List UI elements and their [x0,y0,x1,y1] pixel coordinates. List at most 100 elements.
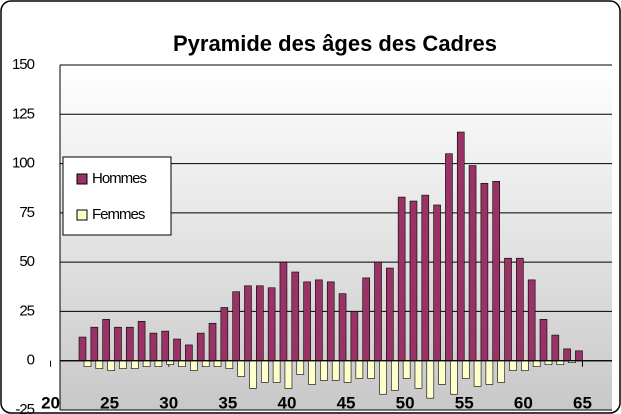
bar [95,360,104,369]
bar [374,261,382,362]
bar [426,360,435,399]
bar [201,360,210,367]
legend-label: Femmes [92,206,145,223]
bar [102,319,110,362]
bar [244,285,252,362]
bar [291,271,300,362]
bar [355,360,364,379]
y-tick-label: 50 [19,253,34,270]
bar [338,293,347,362]
y-tick-label: 25 [19,302,34,319]
bar [78,336,87,362]
bar [485,360,494,385]
bar [130,360,139,369]
bar [220,307,229,362]
bar [421,194,430,362]
bar [504,257,512,362]
bar [267,287,276,362]
bar [350,311,359,362]
bar [249,360,257,389]
x-tick-label: 65 [573,393,592,412]
bar [473,360,482,387]
bar [213,360,222,367]
bar [142,360,151,367]
bar [190,360,198,371]
bar [225,360,234,369]
bar [154,360,163,367]
bar [137,320,146,362]
bar [161,330,170,362]
y-tick-label: 0 [27,352,35,369]
bar [125,326,134,362]
bar [445,153,453,362]
bar [456,131,465,362]
x-tick-label: 20 [41,393,60,412]
bar [320,360,328,381]
legend-box [62,156,172,236]
y-tick-label: 150 [12,56,35,73]
bar [492,181,501,362]
bar [438,360,446,385]
bar [315,279,323,362]
bar [308,360,316,385]
bar [296,360,305,375]
bar [261,360,269,383]
y-tick-label: 125 [12,105,35,122]
bar [114,326,122,362]
x-tick-label: 25 [100,393,119,412]
y-tick-label: 100 [12,155,35,172]
bar [343,360,352,383]
legend-swatch [76,173,88,185]
x-tick-label: 55 [455,393,474,412]
bar [402,360,411,379]
bar [516,257,524,362]
bar [272,360,281,383]
legend-label: Hommes [92,170,147,187]
bar [532,360,541,367]
bar [119,360,127,369]
bar [468,165,477,362]
bar [521,360,529,371]
bar [232,291,240,362]
bar [256,285,264,362]
bar [185,344,193,362]
bar [397,196,406,362]
bar [83,360,92,367]
bar [107,360,115,371]
bar [551,334,560,362]
bar [539,319,548,362]
bar [331,360,340,381]
y-tick-label: -25 [15,401,34,414]
bar [386,267,394,362]
bar [279,261,288,362]
bar [362,277,370,362]
bar [409,200,418,362]
x-tick-label: 40 [277,393,296,412]
bar [367,360,375,379]
bar [208,322,217,362]
x-tick-label: 35 [218,393,237,412]
bar [237,360,245,377]
x-tick-label: 30 [159,393,178,412]
bar [509,360,517,371]
legend-swatch [76,209,88,221]
bar [178,360,186,367]
bar [414,360,423,389]
bar [461,360,470,379]
bar [90,326,99,362]
bar [196,332,205,362]
bar [433,204,441,362]
x-tick-label: 60 [514,393,533,412]
bar [391,360,399,391]
bar [575,350,583,362]
bar [497,360,506,383]
bar [303,281,311,362]
bar [326,281,335,362]
chart-title: Pyramide des âges des Cadres [173,31,497,56]
bar [450,360,458,395]
bar [284,360,293,389]
y-tick-label: 75 [19,204,34,221]
bar [149,332,158,362]
bar [563,348,571,362]
